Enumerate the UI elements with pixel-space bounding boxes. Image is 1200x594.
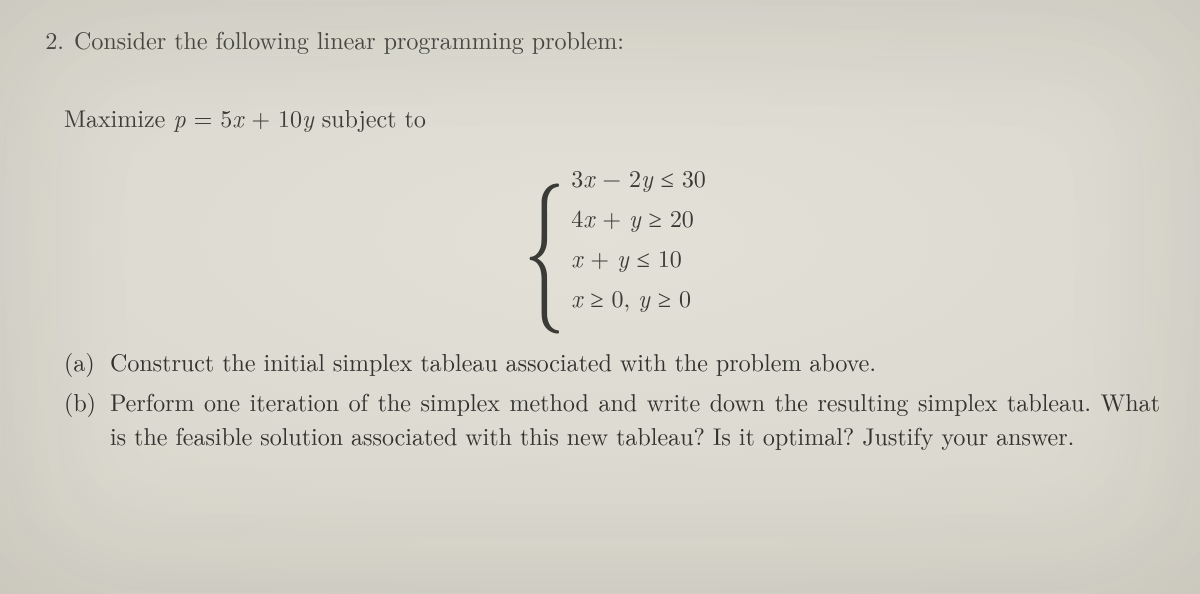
c1-rhs: 30: [682, 160, 706, 194]
c4-var-x: x: [571, 280, 582, 314]
constraint-2: 4x + y ≥ 20: [571, 200, 706, 234]
constraint-1: 3x − 2y ≤ 30: [571, 160, 706, 194]
c1-coef-x: 3: [571, 160, 583, 194]
objective-line: Maximize p = 5x + 10y subject to: [64, 100, 1170, 134]
problem-page: 2. Consider the following linear program…: [0, 0, 1200, 594]
c1-op: −: [594, 160, 629, 194]
c1-var-y: y: [641, 160, 653, 194]
c4-var-y: y: [638, 280, 650, 314]
objective-suffix: subject to: [314, 100, 426, 134]
question-header-row: 2. Consider the following linear program…: [26, 22, 1170, 56]
part-a-label: (a): [64, 344, 110, 378]
part-b-row: (b) Perform one iteration of the simplex…: [64, 384, 1160, 452]
c2-rel: ≥: [641, 200, 670, 234]
c3-rhs: 10: [658, 240, 682, 274]
constraint-3: x + y ≤ 10: [571, 240, 706, 274]
c2-coef-x: 4: [571, 200, 583, 234]
objective-coef-x: 5: [220, 100, 232, 134]
brace-wrap: { 3x − 2y ≤ 30 4x + y ≥ 20 x + y ≤ 10 x …: [490, 160, 706, 314]
part-b-label: (b): [64, 384, 110, 418]
c4-rel2: ≥ 0: [650, 280, 691, 314]
objective-plus: +: [243, 100, 278, 134]
left-brace-icon: {: [524, 159, 565, 309]
c1-var-x: x: [583, 160, 594, 194]
c4-rel1: ≥ 0,: [582, 280, 638, 314]
objective-equals: =: [186, 100, 221, 134]
c3-var-y: y: [617, 240, 629, 274]
objective-var-p: p: [173, 100, 185, 134]
constraint-4: x ≥ 0, y ≥ 0: [571, 280, 706, 314]
c1-rel: ≤: [653, 160, 682, 194]
c3-var-x: x: [571, 240, 582, 274]
objective-coef-y: 10: [278, 100, 302, 134]
c3-op: +: [582, 240, 617, 274]
question-prompt: Consider the following linear programmin…: [74, 22, 624, 56]
objective-var-x: x: [232, 100, 243, 134]
question-number: 2.: [26, 22, 74, 56]
c1-coef-y: 2: [629, 160, 641, 194]
part-a-text: Construct the initial simplex tableau as…: [110, 344, 1160, 378]
constraints-block: { 3x − 2y ≤ 30 4x + y ≥ 20 x + y ≤ 10 x …: [26, 160, 1170, 314]
part-b-text: Perform one iteration of the simplex met…: [110, 384, 1160, 452]
c2-op: +: [594, 200, 629, 234]
c2-var-y: y: [629, 200, 641, 234]
part-a-row: (a) Construct the initial simplex tablea…: [64, 344, 1160, 378]
subparts: (a) Construct the initial simplex tablea…: [64, 344, 1160, 452]
constraints-lines: 3x − 2y ≤ 30 4x + y ≥ 20 x + y ≤ 10 x ≥ …: [571, 160, 706, 314]
c2-rhs: 20: [670, 200, 694, 234]
objective-prefix: Maximize: [64, 100, 173, 134]
c2-var-x: x: [583, 200, 594, 234]
c3-rel: ≤: [629, 240, 658, 274]
objective-var-y: y: [302, 100, 314, 134]
